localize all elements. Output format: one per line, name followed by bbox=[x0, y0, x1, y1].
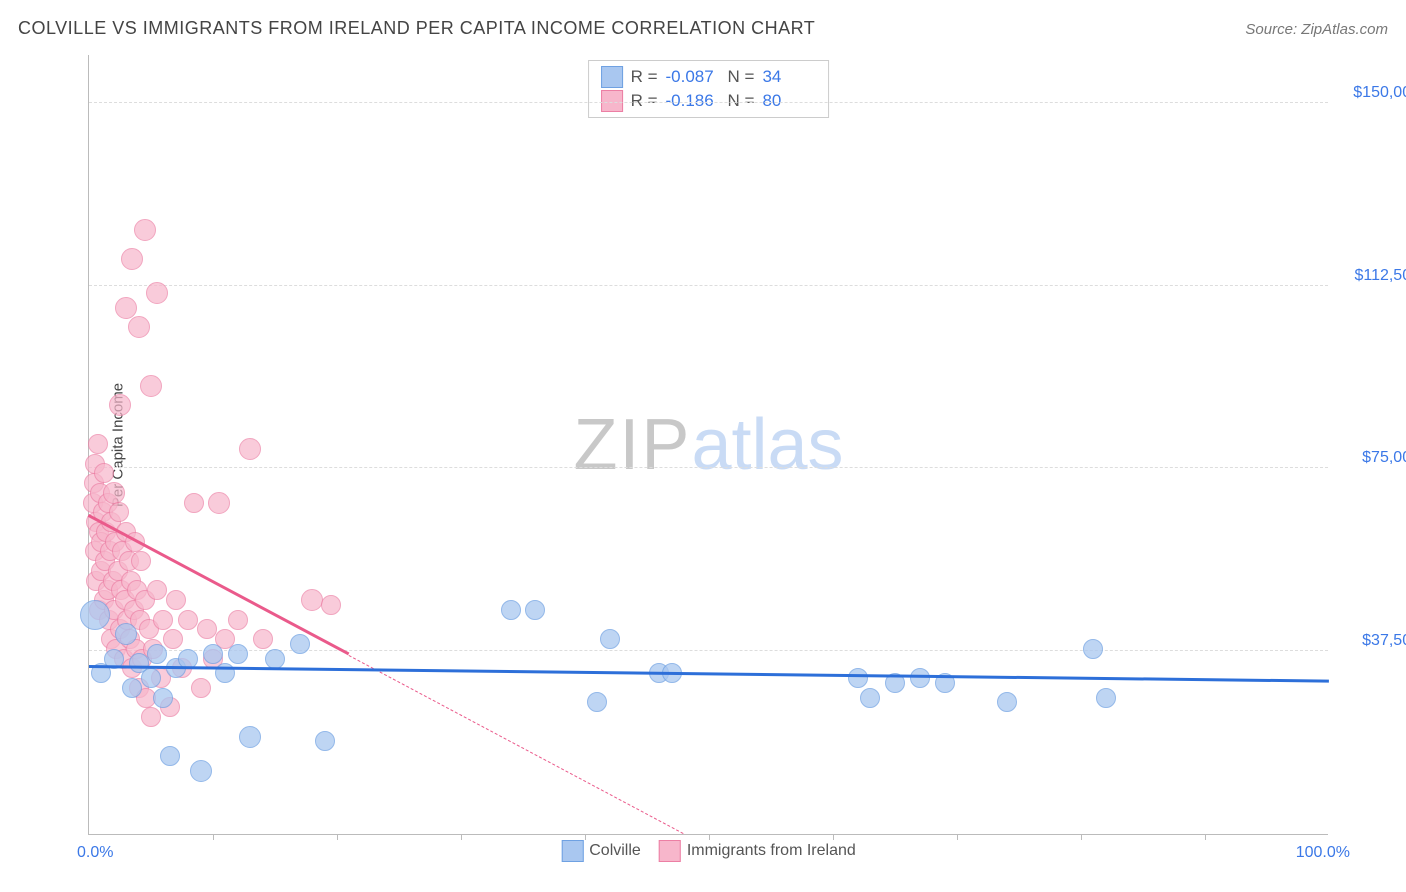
data-point-ireland bbox=[147, 580, 167, 600]
data-point-ireland bbox=[191, 678, 211, 698]
data-point-ireland bbox=[166, 590, 186, 610]
header: COLVILLE VS IMMIGRANTS FROM IRELAND PER … bbox=[18, 18, 1388, 39]
legend-label-colville: Colville bbox=[589, 842, 641, 860]
data-point-colville bbox=[115, 623, 137, 645]
y-tick-label: $75,000 bbox=[1340, 449, 1406, 467]
legend-item-ireland: Immigrants from Ireland bbox=[659, 840, 856, 862]
stats-row-colville: R = -0.087 N = 34 bbox=[601, 65, 817, 89]
swatch-colville bbox=[601, 66, 623, 88]
colville-n-value: 34 bbox=[762, 67, 816, 87]
data-point-ireland bbox=[239, 438, 261, 460]
data-point-colville bbox=[1096, 688, 1116, 708]
data-point-colville bbox=[848, 668, 868, 688]
gridline bbox=[89, 467, 1328, 468]
trend-line bbox=[89, 665, 1329, 683]
data-point-ireland bbox=[301, 589, 323, 611]
data-point-colville bbox=[587, 692, 607, 712]
data-point-colville bbox=[239, 726, 261, 748]
x-tick bbox=[957, 834, 958, 840]
data-point-ireland bbox=[140, 375, 162, 397]
data-point-ireland bbox=[146, 282, 168, 304]
data-point-colville bbox=[80, 600, 110, 630]
data-point-ireland bbox=[121, 248, 143, 270]
plot-container: Per Capita Income ZIPatlas R = -0.087 N … bbox=[48, 55, 1388, 835]
data-point-colville bbox=[160, 746, 180, 766]
x-axis-max-label: 100.0% bbox=[1296, 844, 1350, 862]
data-point-ireland bbox=[94, 463, 114, 483]
data-point-ireland bbox=[88, 434, 108, 454]
gridline bbox=[89, 102, 1328, 103]
data-point-colville bbox=[190, 760, 212, 782]
legend-label-ireland: Immigrants from Ireland bbox=[687, 842, 856, 860]
series-legend: Colville Immigrants from Ireland bbox=[561, 840, 856, 862]
gridline bbox=[89, 285, 1328, 286]
y-tick-label: $112,500 bbox=[1340, 267, 1406, 285]
data-point-ireland bbox=[115, 297, 137, 319]
trend-line bbox=[349, 655, 684, 834]
stats-legend: R = -0.087 N = 34 R = -0.186 N = 80 bbox=[588, 60, 830, 118]
chart-title: COLVILLE VS IMMIGRANTS FROM IRELAND PER … bbox=[18, 18, 815, 39]
y-tick-label: $150,000 bbox=[1340, 84, 1406, 102]
data-point-ireland bbox=[228, 610, 248, 630]
data-point-ireland bbox=[253, 629, 273, 649]
data-point-colville bbox=[290, 634, 310, 654]
data-point-colville bbox=[997, 692, 1017, 712]
y-tick-label: $37,500 bbox=[1340, 632, 1406, 650]
data-point-ireland bbox=[103, 482, 125, 504]
x-tick bbox=[213, 834, 214, 840]
colville-r-value: -0.087 bbox=[666, 67, 720, 87]
x-tick bbox=[1205, 834, 1206, 840]
watermark-part2: atlas bbox=[691, 405, 843, 485]
source-name: ZipAtlas.com bbox=[1301, 21, 1388, 38]
data-point-ireland bbox=[134, 219, 156, 241]
data-point-colville bbox=[122, 678, 142, 698]
data-point-ireland bbox=[131, 551, 151, 571]
data-point-ireland bbox=[197, 619, 217, 639]
data-point-ireland bbox=[184, 493, 204, 513]
data-point-colville bbox=[860, 688, 880, 708]
swatch-ireland bbox=[659, 840, 681, 862]
data-point-colville bbox=[600, 629, 620, 649]
x-tick bbox=[461, 834, 462, 840]
scatter-plot: ZIPatlas R = -0.087 N = 34 R = -0.186 N … bbox=[88, 55, 1328, 835]
data-point-ireland bbox=[321, 595, 341, 615]
data-point-ireland bbox=[141, 707, 161, 727]
data-point-ireland bbox=[178, 610, 198, 630]
source-prefix: Source: bbox=[1245, 21, 1301, 38]
data-point-colville bbox=[910, 668, 930, 688]
data-point-colville bbox=[525, 600, 545, 620]
n-label: N = bbox=[728, 67, 755, 87]
data-point-ireland bbox=[153, 610, 173, 630]
data-point-colville bbox=[147, 644, 167, 664]
x-tick bbox=[585, 834, 586, 840]
x-tick bbox=[709, 834, 710, 840]
source-attribution: Source: ZipAtlas.com bbox=[1245, 21, 1388, 38]
x-tick bbox=[833, 834, 834, 840]
data-point-ireland bbox=[109, 502, 129, 522]
legend-item-colville: Colville bbox=[561, 840, 641, 862]
data-point-ireland bbox=[109, 394, 131, 416]
x-tick bbox=[1081, 834, 1082, 840]
data-point-colville bbox=[203, 644, 223, 664]
data-point-ireland bbox=[208, 492, 230, 514]
watermark: ZIPatlas bbox=[573, 404, 843, 486]
data-point-colville bbox=[1083, 639, 1103, 659]
data-point-ireland bbox=[163, 629, 183, 649]
watermark-part1: ZIP bbox=[573, 405, 691, 485]
data-point-colville bbox=[141, 668, 161, 688]
swatch-colville bbox=[561, 840, 583, 862]
data-point-colville bbox=[315, 731, 335, 751]
data-point-colville bbox=[501, 600, 521, 620]
data-point-colville bbox=[265, 649, 285, 669]
data-point-colville bbox=[228, 644, 248, 664]
x-axis-min-label: 0.0% bbox=[77, 844, 113, 862]
data-point-ireland bbox=[128, 316, 150, 338]
data-point-colville bbox=[153, 688, 173, 708]
r-label: R = bbox=[631, 67, 658, 87]
x-tick bbox=[337, 834, 338, 840]
